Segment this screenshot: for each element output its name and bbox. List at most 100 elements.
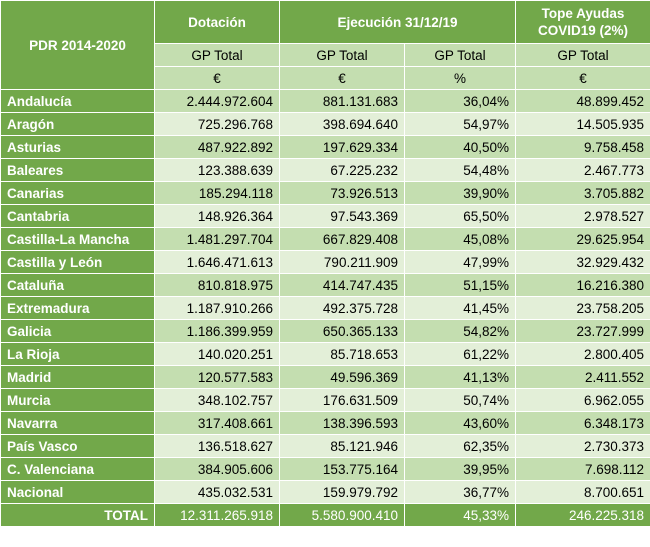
tope-value: 2.978.527	[515, 204, 650, 228]
tope-value: 48.899.452	[515, 89, 650, 113]
tope-value: 7.698.112	[515, 457, 650, 481]
ejecucion-value: 85.121.946	[279, 434, 405, 458]
dotacion-value: 148.926.364	[154, 204, 280, 228]
table-row: Madrid 120.577.583 49.596.369 41,13% 2.4…	[0, 365, 650, 389]
unit-header: €	[515, 66, 650, 90]
total-row: TOTAL 12.311.265.918 5.580.900.410 45,33…	[0, 503, 650, 527]
ejecucion-value: 667.829.408	[279, 227, 405, 251]
ejecucion-value: 492.375.728	[279, 296, 405, 320]
dotacion-value: 348.102.757	[154, 388, 280, 412]
dotacion-value: 384.905.606	[154, 457, 280, 481]
dotacion-value: 1.481.297.704	[154, 227, 280, 251]
region-name: Castilla y León	[0, 250, 155, 274]
region-name: País Vasco	[0, 434, 155, 458]
pct-value: 40,50%	[403, 135, 517, 159]
dotacion-value: 725.296.768	[154, 112, 280, 136]
region-name: Andalucía	[0, 89, 155, 113]
ejecucion-value: 790.211.909	[279, 250, 405, 274]
ejecucion-value: 85.718.653	[279, 342, 405, 366]
region-name: Navarra	[0, 411, 155, 435]
total-ejecucion: 5.580.900.410	[279, 503, 405, 527]
tope-value: 6.348.173	[515, 411, 650, 435]
unit-header: €	[154, 66, 280, 90]
pct-value: 41,45%	[403, 296, 517, 320]
dotacion-value: 1.646.471.613	[154, 250, 280, 274]
unit-header: %	[403, 66, 517, 90]
ejecucion-value: 49.596.369	[279, 365, 405, 389]
group-header-tope: Tope Ayudas COVID19 (2%)	[515, 0, 650, 44]
tope-value: 16.216.380	[515, 273, 650, 297]
pct-value: 54,48%	[403, 158, 517, 182]
dotacion-value: 185.294.118	[154, 181, 280, 205]
ejecucion-value: 650.365.133	[279, 319, 405, 343]
dotacion-value: 123.388.639	[154, 158, 280, 182]
table-row: Nacional 435.032.531 159.979.792 36,77% …	[0, 480, 650, 504]
dotacion-value: 1.187.910.266	[154, 296, 280, 320]
metric-header: GP Total	[515, 43, 650, 67]
pct-value: 61,22%	[403, 342, 517, 366]
pct-value: 47,99%	[403, 250, 517, 274]
tope-value: 23.727.999	[515, 319, 650, 343]
ejecucion-value: 414.747.435	[279, 273, 405, 297]
region-name: C. Valenciana	[0, 457, 155, 481]
tope-value: 9.758.458	[515, 135, 650, 159]
tope-value: 2.467.773	[515, 158, 650, 182]
total-tope: 246.225.318	[515, 503, 650, 527]
table-row: Baleares 123.388.639 67.225.232 54,48% 2…	[0, 158, 650, 182]
region-name: Baleares	[0, 158, 155, 182]
corner-header: PDR 2014-2020	[0, 0, 155, 90]
pct-value: 54,97%	[403, 112, 517, 136]
pct-value: 43,60%	[403, 411, 517, 435]
dotacion-value: 136.518.627	[154, 434, 280, 458]
pct-value: 65,50%	[403, 204, 517, 228]
ejecucion-value: 176.631.509	[279, 388, 405, 412]
table-row: Navarra 317.408.661 138.396.593 43,60% 6…	[0, 411, 650, 435]
tope-value: 32.929.432	[515, 250, 650, 274]
tope-value: 3.705.882	[515, 181, 650, 205]
region-name: Madrid	[0, 365, 155, 389]
region-name: Cataluña	[0, 273, 155, 297]
tope-value: 23.758.205	[515, 296, 650, 320]
metric-header: GP Total	[279, 43, 405, 67]
ejecucion-value: 153.775.164	[279, 457, 405, 481]
pct-value: 54,82%	[403, 319, 517, 343]
region-name: Castilla-La Mancha	[0, 227, 155, 251]
table-row: Andalucía 2.444.972.604 881.131.683 36,0…	[0, 89, 650, 113]
pct-value: 51,15%	[403, 273, 517, 297]
tope-value: 8.700.651	[515, 480, 650, 504]
ejecucion-value: 159.979.792	[279, 480, 405, 504]
region-name: Asturias	[0, 135, 155, 159]
pct-value: 39,95%	[403, 457, 517, 481]
pct-value: 45,08%	[403, 227, 517, 251]
unit-header: €	[279, 66, 405, 90]
table-row: Cantabria 148.926.364 97.543.369 65,50% …	[0, 204, 650, 228]
pct-value: 39,90%	[403, 181, 517, 205]
dotacion-value: 140.020.251	[154, 342, 280, 366]
metric-header: GP Total	[154, 43, 280, 67]
dotacion-value: 2.444.972.604	[154, 89, 280, 113]
region-name: La Rioja	[0, 342, 155, 366]
dotacion-value: 810.818.975	[154, 273, 280, 297]
ejecucion-value: 398.694.640	[279, 112, 405, 136]
dotacion-value: 1.186.399.959	[154, 319, 280, 343]
table-row: Asturias 487.922.892 197.629.334 40,50% …	[0, 135, 650, 159]
table-row: País Vasco 136.518.627 85.121.946 62,35%…	[0, 434, 650, 458]
tope-value: 6.962.055	[515, 388, 650, 412]
region-name: Nacional	[0, 480, 155, 504]
ejecucion-value: 881.131.683	[279, 89, 405, 113]
region-name: Cantabria	[0, 204, 155, 228]
pct-value: 36,04%	[403, 89, 517, 113]
pct-value: 62,35%	[403, 434, 517, 458]
ejecucion-value: 138.396.593	[279, 411, 405, 435]
group-header-dotacion: Dotación	[154, 0, 280, 44]
table-row: Castilla-La Mancha 1.481.297.704 667.829…	[0, 227, 650, 251]
table-row: Castilla y León 1.646.471.613 790.211.90…	[0, 250, 650, 274]
metric-header: GP Total	[403, 43, 517, 67]
region-name: Extremadura	[0, 296, 155, 320]
total-pct: 45,33%	[403, 503, 517, 527]
ejecucion-value: 67.225.232	[279, 158, 405, 182]
dotacion-value: 317.408.661	[154, 411, 280, 435]
tope-value: 29.625.954	[515, 227, 650, 251]
region-name: Murcia	[0, 388, 155, 412]
table-row: La Rioja 140.020.251 85.718.653 61,22% 2…	[0, 342, 650, 366]
